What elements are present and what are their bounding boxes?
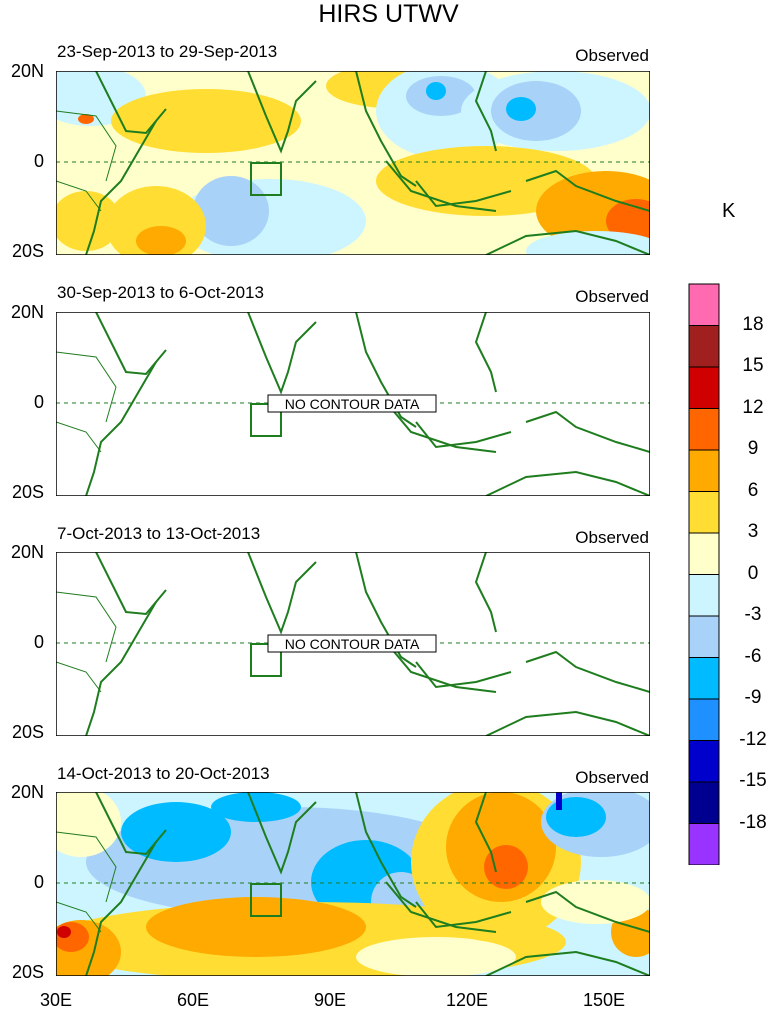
panel-2-lat-20s: 20S — [11, 482, 44, 502]
panel-3-borders — [56, 591, 117, 693]
panel-4-map — [56, 792, 650, 976]
panel-4-observed-label: Observed — [575, 768, 649, 787]
colorbar-tick-label: 18 — [742, 313, 764, 335]
colorbar-swatch — [688, 366, 720, 409]
panel-3-coastlines — [85, 552, 650, 736]
panel-2-period: 30-Sep-2013 to 6-Oct-2013 — [57, 283, 264, 302]
panel-4-lat-0: 0 — [33, 872, 44, 892]
colorbar-swatch — [688, 823, 720, 865]
colorbar-swatch — [688, 449, 720, 492]
lon-label-60e: 60E — [176, 990, 210, 1010]
panel-4-period: 14-Oct-2013 to 20-Oct-2013 — [57, 764, 270, 783]
lon-label-150e: 150E — [582, 990, 626, 1010]
panel-2-borders — [56, 351, 117, 453]
panel-3-lat-20s: 20S — [11, 722, 44, 742]
panel-4-coastlines — [85, 792, 650, 976]
lon-label-30e: 30E — [39, 990, 73, 1010]
colorbar-tick-label: -6 — [744, 645, 762, 667]
colorbar-swatches — [688, 283, 720, 865]
panel-1-lat-20s: 20S — [11, 241, 44, 261]
panel-1-borders — [56, 110, 117, 212]
panel-2-lat-0: 0 — [33, 392, 44, 412]
panel-3-period: 7-Oct-2013 to 13-Oct-2013 — [57, 524, 261, 543]
panel-1-observed-label: Observed — [575, 46, 649, 65]
panel-2-coastlines — [85, 312, 650, 496]
panel-3-no-data-box — [267, 634, 437, 653]
panel-3-map: NO CONTOUR DATA — [56, 552, 650, 736]
colorbar-tick-label: -9 — [744, 687, 762, 708]
colorbar-swatch — [688, 698, 720, 741]
panel-3-no-data-text: NO CONTOUR DATA — [285, 636, 420, 652]
colorbar-swatch — [688, 408, 720, 451]
panel-2-no-data-box — [267, 394, 437, 413]
panel-1-map — [56, 71, 650, 255]
colorbar-unit: K — [722, 200, 736, 222]
colorbar-tick-label: -15 — [739, 770, 767, 791]
panel-4-borders — [56, 831, 117, 933]
panel-2-map: NO CONTOUR DATA — [56, 312, 650, 496]
panel-1-period: 23-Sep-2013 to 29-Sep-2013 — [57, 42, 278, 61]
colorbar-swatch — [688, 574, 720, 617]
colorbar-tick-label: -12 — [739, 728, 767, 750]
colorbar-tick-label: 0 — [747, 562, 759, 584]
panel-3-lat-0: 0 — [33, 632, 44, 652]
colorbar-tick-label: 9 — [747, 438, 759, 459]
colorbar-swatch — [688, 532, 720, 575]
colorbar-tick-label: 15 — [742, 355, 764, 376]
figure-title: HIRS UTWV — [318, 0, 459, 28]
colorbar-swatch — [688, 283, 720, 326]
panel-2-observed-label: Observed — [575, 287, 649, 306]
panel-4-lat-20n: 20N — [10, 782, 44, 802]
panel-3-lat-20n: 20N — [10, 542, 44, 562]
colorbar-tick-label: 6 — [747, 479, 759, 501]
colorbar — [688, 283, 720, 865]
panel-1-lat-0: 0 — [33, 151, 44, 171]
panel-4-field — [56, 792, 650, 976]
colorbar-tick-label: 3 — [747, 521, 759, 542]
panel-3-observed-label: Observed — [575, 528, 649, 547]
panel-1-field — [56, 71, 650, 255]
panel-1-lat-20n: 20N — [10, 61, 44, 81]
colorbar-swatch — [688, 615, 720, 658]
colorbar-tick-label: -18 — [739, 811, 767, 833]
panel-1-coastlines — [85, 71, 650, 255]
panel-4-lat-20s: 20S — [11, 962, 44, 982]
colorbar-tick-label: 12 — [742, 396, 764, 418]
colorbar-swatch — [688, 325, 720, 368]
lon-label-90e: 90E — [313, 990, 347, 1010]
colorbar-tick-label: -3 — [744, 604, 762, 625]
colorbar-swatch — [688, 491, 720, 534]
colorbar-swatch — [688, 657, 720, 700]
lon-label-120e: 120E — [445, 990, 489, 1010]
colorbar-swatch — [688, 781, 720, 824]
colorbar-swatch — [688, 740, 720, 783]
panel-2-lat-20n: 20N — [10, 302, 44, 322]
panel-2-no-data-text: NO CONTOUR DATA — [285, 396, 420, 412]
